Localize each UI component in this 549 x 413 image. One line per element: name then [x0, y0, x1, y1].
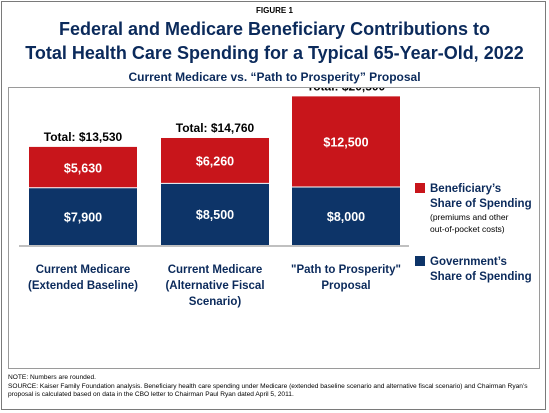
chart-area: $7,900 $5,630 Total: $13,530 Current Medica…: [8, 87, 540, 369]
legend-label-1-line-1: Beneficiary’s: [430, 183, 501, 195]
legend-sublabel-1-line-1: (premiums and other: [430, 212, 509, 222]
bar-beneficiary-3: [292, 96, 400, 187]
source-text: SOURCE: Kaiser Family Foundation analysi…: [8, 382, 528, 399]
chart-title-line-2: Total Health Care Spending for a Typical…: [25, 43, 524, 63]
category-label-2-line-1: Current Medicare: [168, 264, 263, 276]
legend-label-2-line-1: Government’s: [430, 256, 507, 268]
legend-sublabel-1-line-2: out-of-pocket costs): [430, 224, 505, 234]
value-label-beneficiary-3: $12,500: [323, 136, 368, 150]
bar-government-3: [292, 187, 400, 245]
value-label-beneficiary-2: $6,260: [196, 155, 234, 169]
total-label-3: Total: $20,500: [307, 88, 386, 93]
bar-government-2: [161, 183, 269, 245]
bar-government-1: [29, 187, 137, 245]
legend-swatch-1: [415, 183, 425, 193]
note-text: NOTE: Numbers are rounded.: [8, 374, 96, 381]
value-label-government-2: $8,500: [196, 208, 234, 222]
stacked-bar-chart: $7,900 $5,630 Total: $13,530 Current Medica…: [19, 88, 532, 308]
chart-title-line-1: Federal and Medicare Beneficiary Contrib…: [58, 19, 491, 39]
chart-notes: NOTE: Numbers are rounded. SOURCE: Kaise…: [8, 374, 543, 400]
category-label-1-line-1: Current Medicare: [36, 264, 131, 276]
category-label-3-line-2: Proposal: [321, 280, 370, 292]
legend-label-2-line-2: Share of Spending: [430, 271, 532, 283]
category-label-2-line-2: (Alternative Fiscal: [165, 280, 264, 292]
total-label-2: Total: $14,760: [176, 121, 255, 135]
category-label-2-line-3: Scenario): [189, 296, 242, 308]
total-label-1: Total: $13,530: [44, 130, 123, 144]
legend-swatch-2: [415, 256, 425, 266]
bar-beneficiary-1: [29, 146, 137, 188]
figure-label: FIGURE 1: [256, 6, 293, 15]
legend-label-1-line-2: Share of Spending: [430, 198, 532, 210]
value-label-government-1: $7,900: [64, 210, 102, 224]
value-label-beneficiary-1: $5,630: [64, 161, 102, 175]
chart-subtitle: Current Medicare vs. “Path to Prosperity…: [128, 70, 421, 84]
category-label-3-line-1: "Path to Prosperity": [291, 264, 401, 276]
value-label-government-3: $8,000: [327, 210, 365, 224]
bar-beneficiary-2: [161, 137, 269, 184]
category-label-1-line-2: (Extended Baseline): [28, 280, 138, 292]
